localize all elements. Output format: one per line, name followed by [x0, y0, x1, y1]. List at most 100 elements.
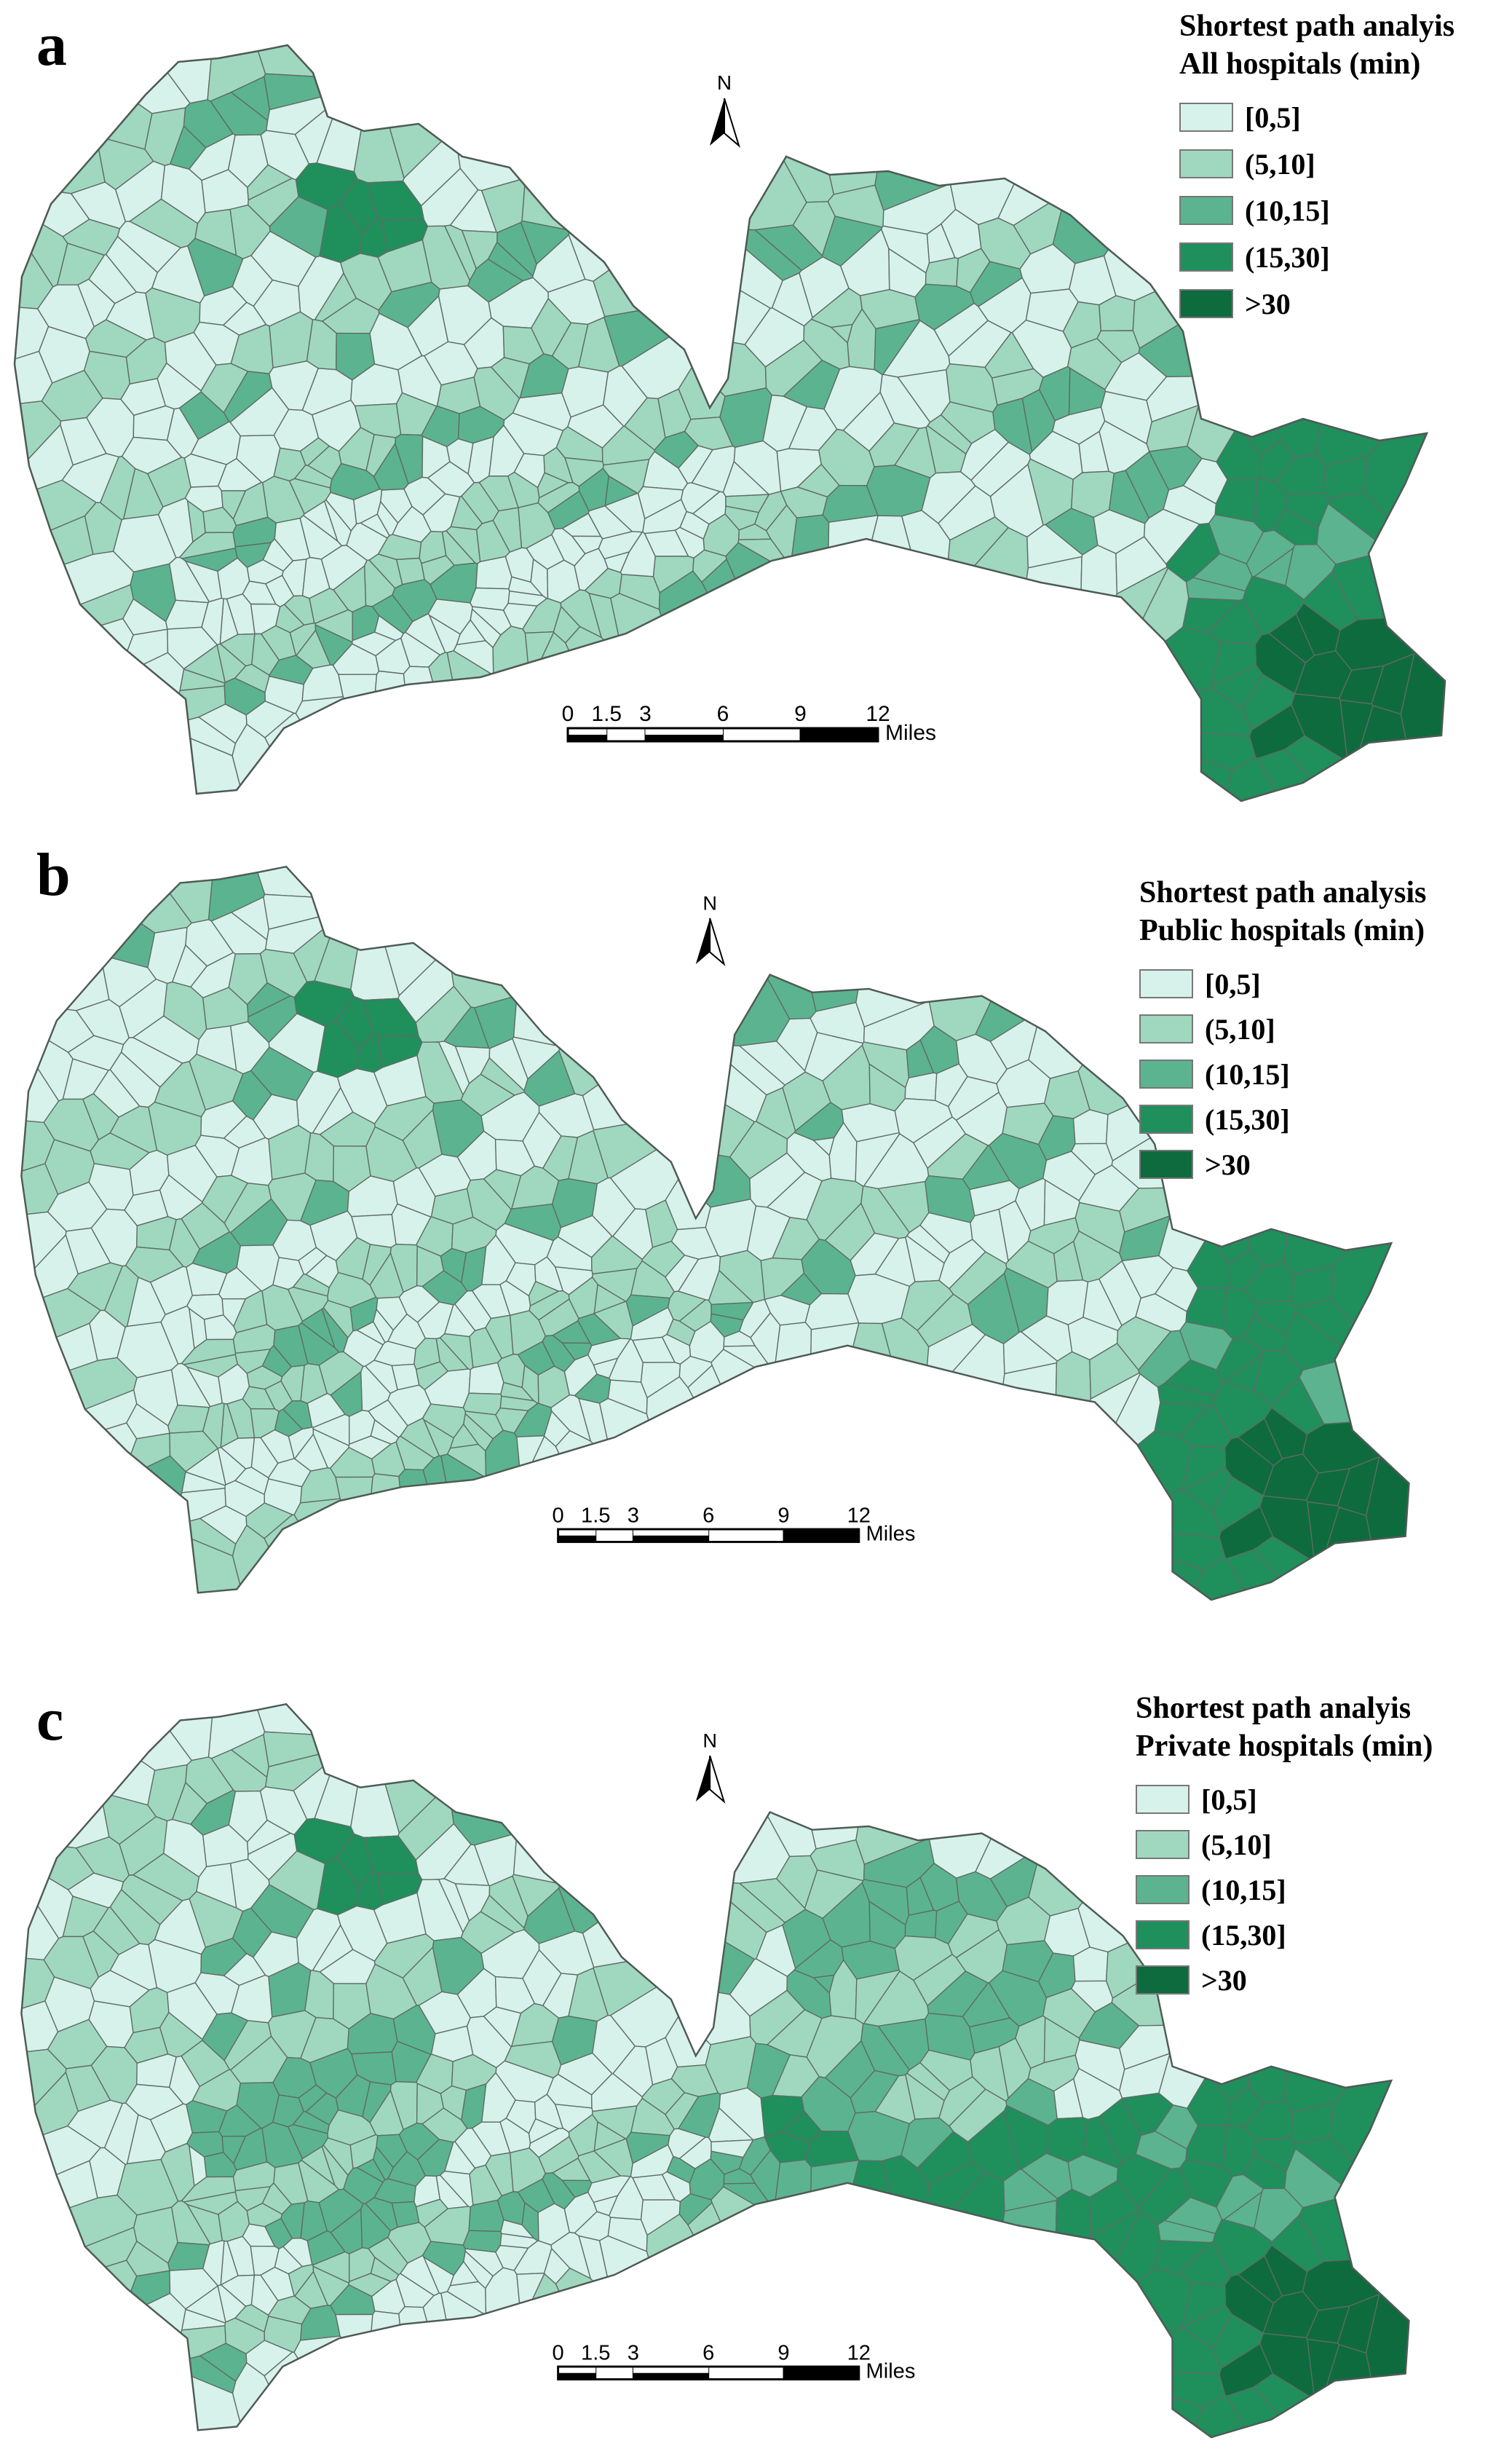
district-polygon [471, 1284, 511, 1319]
district-polygon [364, 2197, 398, 2232]
district-polygon [725, 542, 830, 663]
legend-item: (15,30] [1136, 1917, 1286, 1953]
district-polygon [499, 1395, 539, 1411]
district-polygon [637, 486, 684, 520]
scale-tick-label: 12 [847, 2341, 871, 2364]
district-polygon [598, 1397, 676, 1512]
district-polygon [666, 2155, 696, 2184]
district-polygon [302, 500, 339, 543]
legend-item: >30 [1136, 1962, 1247, 1998]
legend-item: (5,10] [1179, 146, 1315, 182]
district-polygon [568, 149, 694, 283]
panel-letter: b [36, 841, 71, 909]
district-polygon [1052, 135, 1184, 264]
district-polygon [485, 2267, 522, 2375]
district-polygon [1330, 2029, 1409, 2209]
district-polygon [809, 1322, 860, 1438]
legend-item: (5,10] [1139, 1011, 1275, 1047]
district-polygon [826, 515, 879, 635]
district-polygon [220, 1437, 256, 1469]
district-polygon [446, 438, 474, 475]
district-polygon [62, 2292, 186, 2416]
district-polygon [558, 1804, 681, 1934]
district-polygon [1079, 545, 1118, 667]
district-polygon [775, 1017, 818, 1072]
legend-label: (5,10] [1205, 1012, 1275, 1046]
legend-label: (15,30] [1245, 240, 1330, 274]
district-polygon [30, 45, 153, 150]
district-polygon [368, 553, 403, 589]
district-polygon [1271, 1376, 1325, 1435]
scale-tick-label: 6 [702, 1504, 714, 1527]
district-polygon [447, 1722, 580, 1846]
district-polygon [23, 2260, 138, 2377]
legend-swatch [1136, 1965, 1190, 1995]
district-polygon [264, 2351, 370, 2438]
panel-a: a N 0 1.5 3 6 9 12 Miles Shortest path analyis … [0, 0, 1512, 816]
district-polygon [901, 510, 951, 644]
district-polygon [507, 590, 548, 607]
legend-swatch [1179, 242, 1233, 272]
district-polygon [60, 1704, 193, 1771]
district-polygon [295, 695, 395, 801]
district-polygon [524, 631, 555, 686]
district-polygon [471, 2121, 511, 2157]
legend-label: (15,30] [1201, 1918, 1286, 1952]
district-polygon [667, 1290, 707, 1322]
district-polygon [1192, 553, 1253, 592]
district-polygon [56, 652, 185, 780]
legend-label: (10,15] [1245, 194, 1330, 227]
legend-swatch [1139, 1060, 1193, 1089]
district-polygon [512, 928, 637, 1047]
district-polygon [550, 2231, 592, 2280]
legend-swatch [1139, 969, 1193, 998]
district-polygon [516, 2272, 545, 2325]
map-legend: Shortest path analyis Private hospitals … [1136, 1689, 1433, 2014]
district-polygon [773, 1322, 812, 1438]
district-polygon [221, 2135, 247, 2165]
district-polygon [881, 2155, 930, 2285]
legend-title-line1: Shortest path analyis [1179, 9, 1455, 43]
district-polygon [93, 1704, 221, 1761]
district-polygon [475, 556, 512, 590]
district-polygon [446, 1443, 487, 1479]
district-polygon [604, 475, 639, 507]
scale-tick-label: 6 [717, 702, 729, 726]
legend-swatch [1179, 196, 1233, 225]
district-polygon [301, 2145, 336, 2187]
district-polygon [790, 514, 830, 634]
legend-item: >30 [1139, 1146, 1251, 1183]
district-polygon [1028, 955, 1155, 1079]
legend-title-line2: All hospitals (min) [1179, 47, 1421, 81]
scale-tick-label: 3 [628, 2341, 639, 2364]
legend-swatch [1179, 289, 1233, 318]
district-polygon [36, 867, 156, 968]
district-polygon [447, 885, 580, 1009]
district-polygon [1303, 571, 1358, 631]
legend-swatch [1136, 1920, 1190, 1949]
district-polygon [625, 1294, 670, 1327]
scale-tick-label: 1.5 [591, 702, 622, 726]
district-polygon [667, 2128, 707, 2160]
district-polygon [36, 1704, 156, 1806]
scale-tick-label: 1.5 [581, 2341, 610, 2364]
north-label: N [717, 71, 732, 94]
legend-title-line1: Shortest path analyis [1136, 1692, 1412, 1725]
legend-label: (10,15] [1201, 1873, 1286, 1906]
legend-label: [0,5] [1245, 100, 1301, 134]
district-polygon [456, 619, 487, 646]
district-polygon [1365, 1409, 1409, 1601]
district-polygon [219, 633, 256, 667]
district-polygon [773, 2159, 812, 2276]
district-polygon [264, 712, 373, 801]
region-outline [20, 865, 1410, 1601]
scale-tick-label: 9 [794, 702, 807, 726]
north-label: N [702, 891, 717, 914]
scale-tick-label: 12 [866, 702, 890, 726]
legend-swatch [1136, 1875, 1190, 1904]
district-polygon [625, 2131, 670, 2164]
panel-letter: a [36, 11, 67, 79]
